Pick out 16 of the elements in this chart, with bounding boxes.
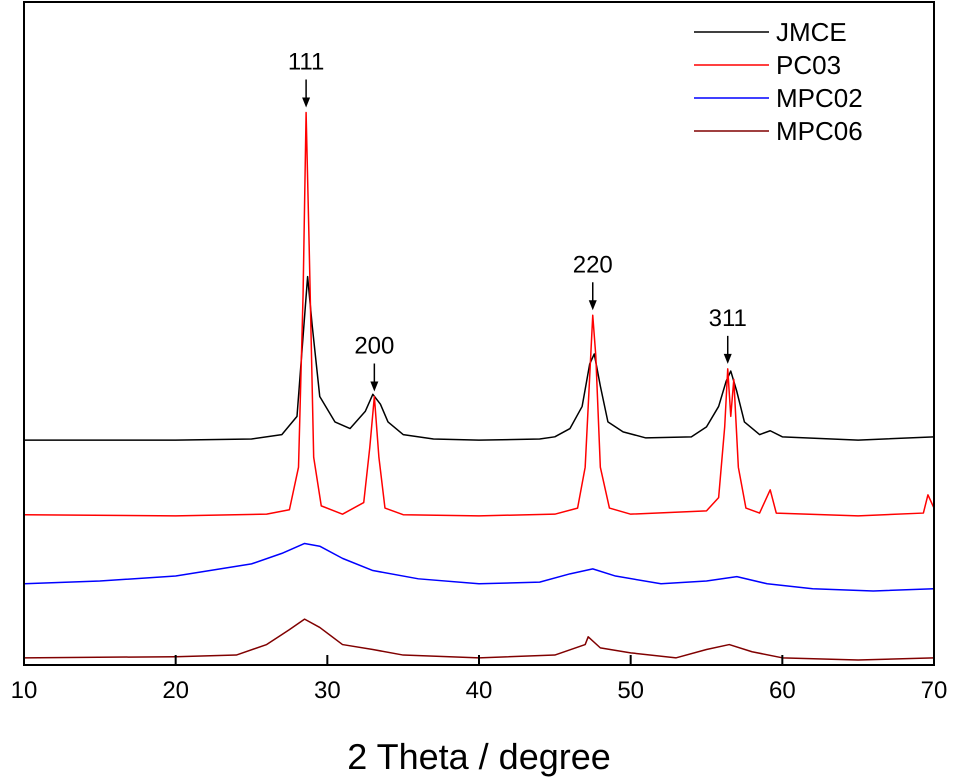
x-tick-label: 50 [617, 677, 644, 704]
x-tick-label: 70 [920, 677, 948, 704]
x-tick-label: 20 [162, 677, 190, 704]
x-tick-label: 40 [466, 677, 492, 704]
annotation: 200 [354, 332, 394, 360]
x-tick-label: 30 [314, 677, 341, 704]
x-tick-label: 60 [768, 677, 796, 704]
legend-label: MPC06 [776, 116, 863, 146]
legend-label: MPC02 [776, 83, 863, 113]
legend-label: JMCE [776, 17, 847, 47]
x-tick-label: 10 [10, 677, 38, 704]
x-axis-title: 2 Theta / degree [347, 736, 611, 777]
annotation: 111 [288, 48, 324, 76]
legend-label: PC03 [776, 50, 842, 80]
annotation: 220 [572, 251, 613, 278]
annotation: 311 [708, 304, 747, 332]
